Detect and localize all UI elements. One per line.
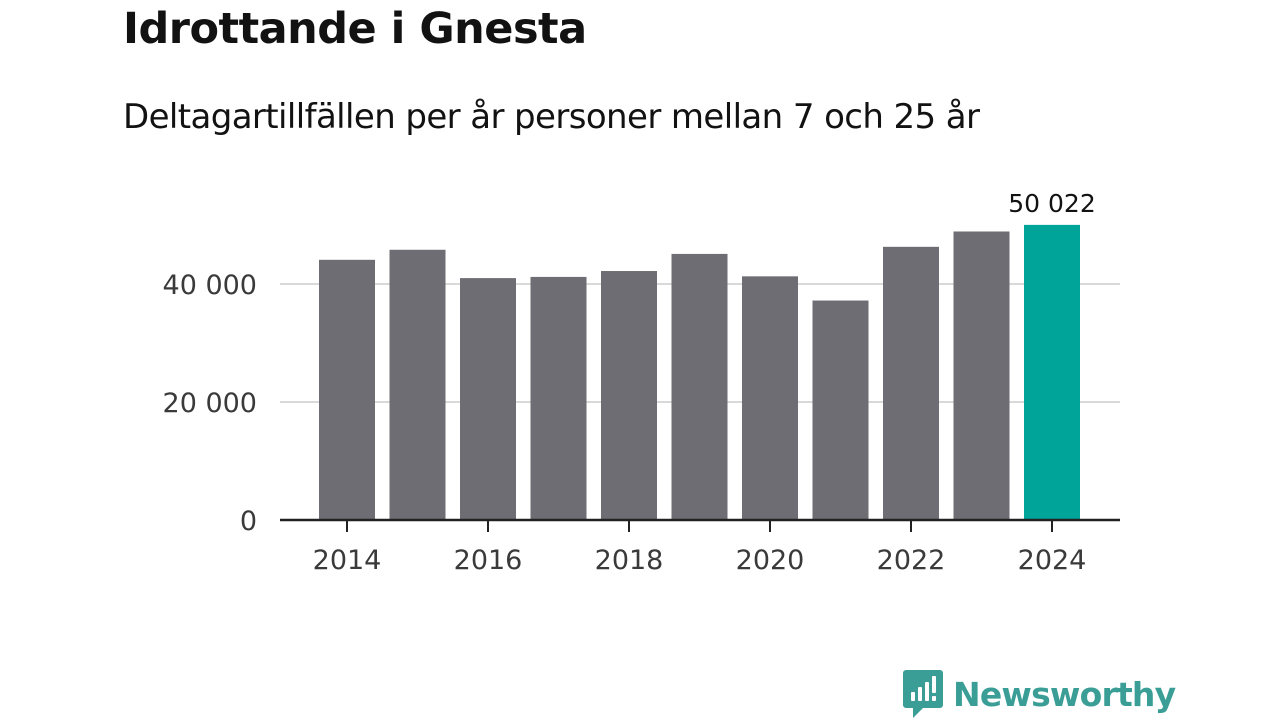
bars bbox=[319, 224, 1080, 521]
newsworthy-logo-text: Newsworthy bbox=[953, 674, 1176, 714]
x-tick-label: 2020 bbox=[736, 545, 805, 576]
bar-2014 bbox=[319, 259, 375, 520]
x-tick-label: 2024 bbox=[1018, 545, 1087, 576]
x-tick-label: 2018 bbox=[595, 545, 664, 576]
bar-2022 bbox=[883, 246, 939, 520]
y-tick-label: 40 000 bbox=[163, 270, 257, 301]
bar-2019 bbox=[671, 253, 728, 520]
bar-2015 bbox=[389, 249, 446, 520]
bar-2021 bbox=[812, 300, 869, 520]
x-tick-label: 2016 bbox=[454, 545, 523, 576]
chart-title: Idrottande i Gnesta bbox=[123, 4, 587, 54]
bar-2016 bbox=[460, 278, 516, 520]
x-tick-label: 2022 bbox=[877, 545, 946, 576]
newsworthy-logo: Newsworthy bbox=[903, 670, 1176, 718]
bar-2017 bbox=[530, 276, 587, 520]
x-tick-label: 2014 bbox=[313, 545, 382, 576]
bar-2024 bbox=[1024, 224, 1080, 521]
bar-value-label: 50 022 bbox=[1008, 189, 1095, 218]
axes bbox=[280, 518, 1120, 532]
bar-2023 bbox=[953, 231, 1010, 521]
bar-2020 bbox=[742, 276, 798, 520]
y-tick-label: 0 bbox=[240, 506, 257, 537]
bar-2018 bbox=[601, 271, 657, 520]
y-tick-label: 20 000 bbox=[163, 388, 257, 419]
labels: 0 20 000 40 000 2014 2016 2018 2020 2022 2024 50 … bbox=[163, 189, 1096, 576]
newsworthy-logo-icon bbox=[903, 670, 943, 718]
chart-subtitle: Deltagartillfällen per år personer mella… bbox=[123, 97, 980, 137]
